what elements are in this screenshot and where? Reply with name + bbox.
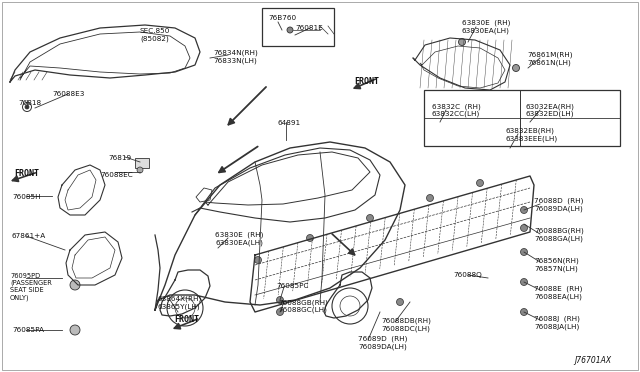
Text: 76088BG(RH)
76088GA(LH): 76088BG(RH) 76088GA(LH) bbox=[534, 228, 584, 242]
Text: 76088DB(RH)
76088DC(LH): 76088DB(RH) 76088DC(LH) bbox=[381, 318, 431, 332]
Circle shape bbox=[426, 195, 433, 202]
Text: J76701AX: J76701AX bbox=[574, 356, 611, 365]
Circle shape bbox=[307, 234, 314, 241]
Text: 76088J  (RH)
76088JA(LH): 76088J (RH) 76088JA(LH) bbox=[534, 316, 580, 330]
Circle shape bbox=[458, 38, 465, 45]
Text: 76088E  (RH)
76088EA(LH): 76088E (RH) 76088EA(LH) bbox=[534, 286, 582, 300]
Text: 63832C  (RH)
63832CC(LH): 63832C (RH) 63832CC(LH) bbox=[432, 103, 481, 117]
Circle shape bbox=[477, 180, 483, 186]
Circle shape bbox=[25, 105, 29, 109]
Text: 76095PD
(PASSENGER
SEAT SIDE
ONLY): 76095PD (PASSENGER SEAT SIDE ONLY) bbox=[10, 273, 52, 301]
Text: 76088EC: 76088EC bbox=[100, 172, 132, 178]
Circle shape bbox=[287, 27, 293, 33]
Text: 63830E  (RH)
63830EA(LH): 63830E (RH) 63830EA(LH) bbox=[215, 232, 264, 246]
Bar bbox=[135, 158, 149, 168]
Text: 76081E: 76081E bbox=[295, 25, 323, 31]
Text: 76856N(RH)
76857N(LH): 76856N(RH) 76857N(LH) bbox=[534, 258, 579, 272]
Circle shape bbox=[70, 280, 80, 290]
Text: 76088GB(RH)
76088GC(LH): 76088GB(RH) 76088GC(LH) bbox=[278, 299, 328, 313]
Text: 67861+A: 67861+A bbox=[12, 233, 46, 239]
Text: 76818: 76818 bbox=[18, 100, 41, 106]
Bar bbox=[262, 8, 334, 46]
Circle shape bbox=[520, 308, 527, 315]
Circle shape bbox=[520, 279, 527, 285]
Text: SEC.850
(85082): SEC.850 (85082) bbox=[140, 28, 170, 42]
Text: 76088E3: 76088E3 bbox=[52, 91, 84, 97]
Text: 63032EA(RH)
63832ED(LH): 63032EA(RH) 63832ED(LH) bbox=[526, 103, 575, 117]
Circle shape bbox=[276, 308, 284, 315]
Text: FRONT: FRONT bbox=[354, 77, 379, 86]
Text: 76B760: 76B760 bbox=[268, 15, 296, 21]
Circle shape bbox=[367, 215, 374, 221]
Text: 76819: 76819 bbox=[108, 155, 131, 161]
Circle shape bbox=[276, 296, 284, 304]
Text: 76085PC: 76085PC bbox=[276, 283, 308, 289]
Text: 76088Q: 76088Q bbox=[453, 272, 482, 278]
Circle shape bbox=[255, 257, 262, 263]
Text: 76089D  (RH)
76089DA(LH): 76089D (RH) 76089DA(LH) bbox=[358, 336, 408, 350]
Text: 76085PA: 76085PA bbox=[12, 327, 44, 333]
Bar bbox=[424, 90, 620, 146]
Text: FRONT: FRONT bbox=[14, 169, 39, 178]
Text: 76834N(RH)
76833N(LH): 76834N(RH) 76833N(LH) bbox=[213, 50, 258, 64]
Circle shape bbox=[70, 325, 80, 335]
Text: 76088D  (RH)
76089DA(LH): 76088D (RH) 76089DA(LH) bbox=[534, 198, 584, 212]
Text: 63864X(RH)
63865Y(LH): 63864X(RH) 63865Y(LH) bbox=[158, 296, 202, 310]
Circle shape bbox=[520, 206, 527, 214]
Text: 76861M(RH)
76861N(LH): 76861M(RH) 76861N(LH) bbox=[527, 52, 573, 66]
Circle shape bbox=[513, 64, 520, 71]
Text: 64891: 64891 bbox=[278, 120, 301, 126]
Text: 63832EB(RH)
63383EEE(LH): 63832EB(RH) 63383EEE(LH) bbox=[506, 128, 558, 142]
Text: 76085H: 76085H bbox=[12, 194, 40, 200]
Text: 63830E  (RH)
63830EA(LH): 63830E (RH) 63830EA(LH) bbox=[462, 20, 510, 34]
Text: FRONT: FRONT bbox=[174, 315, 199, 324]
Circle shape bbox=[520, 224, 527, 231]
Circle shape bbox=[137, 167, 143, 173]
Circle shape bbox=[397, 298, 403, 305]
Circle shape bbox=[520, 248, 527, 256]
